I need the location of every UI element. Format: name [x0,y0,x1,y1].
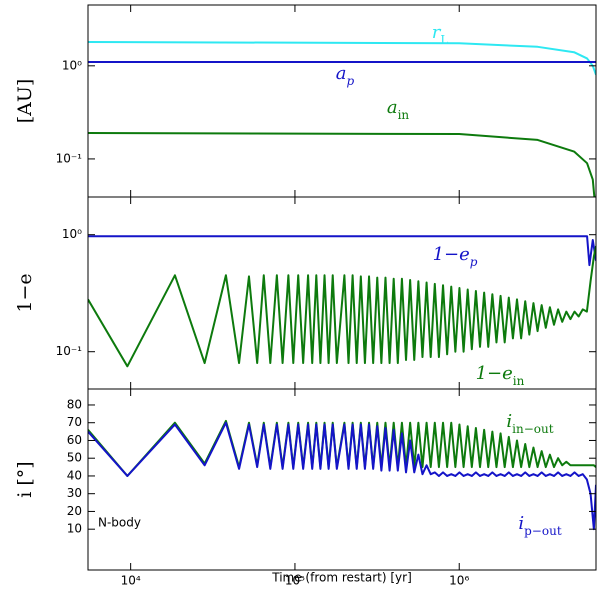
annotation: N-body [98,516,141,530]
series-name: a [336,63,347,84]
x-tick-label: 10⁶ [449,574,469,588]
y-tick-label: 80 [67,397,82,411]
y-axis-label: [AU] [14,79,36,124]
y-tick-label: 60 [67,433,82,447]
series-line [88,131,596,197]
series-subscript: in [398,108,410,122]
y-tick-label: 20 [67,504,82,518]
y-tick-label: 10⁰ [62,227,82,241]
series-label: ap [336,63,355,88]
series-subscript: L [440,33,448,47]
series-line [88,245,596,368]
series-subscript: p [347,74,355,88]
series-name: 1−e [476,363,513,384]
y-tick-label: 10 [67,522,82,536]
series-label: ip−out [518,513,561,538]
y-tick-label: 30 [67,486,82,500]
series-subscript: p−out [524,524,562,538]
series-label: rL [432,22,449,47]
series-name: i [506,411,512,432]
series-line [88,421,596,531]
series-line [88,235,596,267]
y-tick-label: 10⁰ [62,58,82,72]
series-label: ain [387,97,410,122]
y-tick-label: 70 [67,415,82,429]
x-axis-label: Time (from restart) [yr] [271,571,412,585]
y-tick-label: 10⁻¹ [56,344,83,358]
x-tick-label: 10⁵ [285,574,305,588]
y-tick-label: 10⁻¹ [56,151,83,165]
series-subscript: in−out [512,422,554,436]
series-subscript: in [513,374,525,388]
y-tick-label: 40 [67,468,82,482]
series-name: r [432,22,442,43]
y-tick-label: 50 [67,451,82,465]
plot-frame [87,388,597,571]
series-label: 1−ein [476,363,525,388]
series-label: 1−ep [433,244,478,269]
series-name: i [518,513,524,534]
y-axis-label: 1−e [14,273,36,312]
series-name: 1−e [433,244,470,265]
series-subscript: p [470,255,478,269]
plot-frame [87,4,597,198]
series-label: iin−out [506,411,553,436]
x-tick-label: 10⁴ [121,574,141,588]
y-axis-label: i [°] [14,461,36,497]
series-name: a [387,97,398,118]
